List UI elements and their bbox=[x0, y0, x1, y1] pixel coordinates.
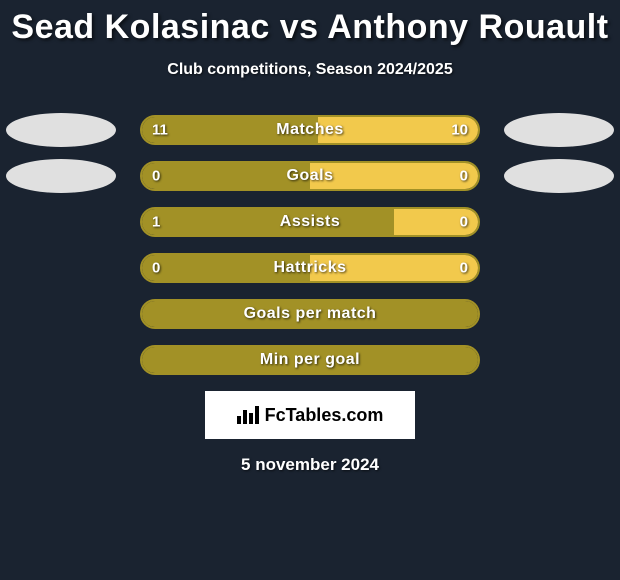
date-text: 5 november 2024 bbox=[0, 455, 620, 475]
stat-row: 1 0 Assists bbox=[0, 207, 620, 237]
chart-icon bbox=[237, 406, 259, 424]
player2-avatar bbox=[504, 113, 614, 147]
stat-label: Hattricks bbox=[274, 259, 347, 277]
stat-bar: Goals per match bbox=[140, 299, 480, 329]
stat-value-player1: 11 bbox=[152, 122, 168, 139]
subtitle: Club competitions, Season 2024/2025 bbox=[0, 61, 620, 79]
logo-text: FcTables.com bbox=[265, 405, 384, 426]
logo-box: FcTables.com bbox=[205, 391, 415, 439]
stat-row: 11 10 Matches bbox=[0, 115, 620, 145]
bar-fill-player1 bbox=[142, 209, 394, 235]
stats-container: 1110Matches00Goals10Assists00HattricksGo… bbox=[0, 115, 620, 375]
stat-label: Matches bbox=[276, 121, 344, 139]
stat-row: 0 0 Goals bbox=[0, 161, 620, 191]
avatar-placeholder bbox=[504, 343, 614, 377]
player1-avatar bbox=[6, 159, 116, 193]
player1-name: Sead Kolasinac bbox=[11, 8, 269, 46]
player2-avatar bbox=[504, 159, 614, 193]
stat-label: Goals per match bbox=[244, 305, 377, 323]
stat-value-player2: 0 bbox=[460, 214, 468, 231]
stat-row: Min per goal bbox=[0, 345, 620, 375]
stat-value-player2: 0 bbox=[460, 168, 468, 185]
stat-value-player1: 0 bbox=[152, 168, 160, 185]
stat-value-player1: 0 bbox=[152, 260, 160, 277]
avatar-placeholder bbox=[504, 205, 614, 239]
stat-label: Assists bbox=[280, 213, 340, 231]
vs-text: vs bbox=[280, 8, 319, 46]
stat-bar: 0 0 Goals bbox=[140, 161, 480, 191]
player1-avatar bbox=[6, 113, 116, 147]
stat-value-player2: 10 bbox=[451, 122, 468, 139]
avatar-placeholder bbox=[504, 297, 614, 331]
player2-name: Anthony Rouault bbox=[327, 8, 608, 46]
avatar-placeholder bbox=[6, 251, 116, 285]
page-title: Sead Kolasinac vs Anthony Rouault bbox=[0, 0, 620, 47]
stat-row: 0 0 Hattricks bbox=[0, 253, 620, 283]
stat-value-player2: 0 bbox=[460, 260, 468, 277]
stat-bar: 1 0 Assists bbox=[140, 207, 480, 237]
avatar-placeholder bbox=[6, 343, 116, 377]
logo: FcTables.com bbox=[237, 405, 384, 426]
stat-value-player1: 1 bbox=[152, 214, 160, 231]
avatar-placeholder bbox=[504, 251, 614, 285]
avatar-placeholder bbox=[6, 297, 116, 331]
avatar-placeholder bbox=[6, 205, 116, 239]
stat-label: Goals bbox=[287, 167, 334, 185]
stat-label: Min per goal bbox=[260, 351, 360, 369]
stat-bar: 0 0 Hattricks bbox=[140, 253, 480, 283]
stat-bar: Min per goal bbox=[140, 345, 480, 375]
stat-row: Goals per match bbox=[0, 299, 620, 329]
stat-bar: 11 10 Matches bbox=[140, 115, 480, 145]
bar-fill-player1 bbox=[142, 163, 310, 189]
bar-fill-player2 bbox=[310, 163, 478, 189]
